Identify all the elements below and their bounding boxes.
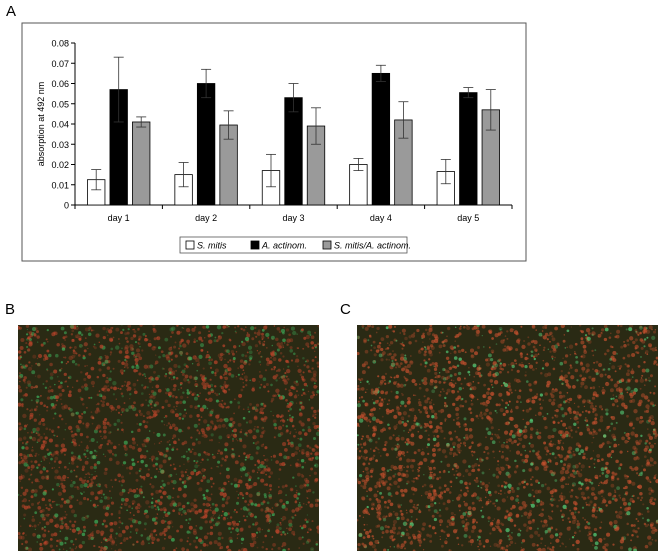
y-tick-label: 0 bbox=[64, 201, 69, 211]
x-tick-label: day 1 bbox=[108, 213, 130, 223]
bar bbox=[132, 121, 151, 206]
bar bbox=[371, 72, 391, 206]
y-tick-label: 0.02 bbox=[51, 160, 69, 170]
x-tick-label: day 3 bbox=[282, 213, 304, 223]
micrograph-b bbox=[18, 325, 319, 551]
micrograph-speckle bbox=[357, 325, 658, 551]
chart-frame bbox=[21, 22, 527, 262]
y-tick-label: 0.07 bbox=[51, 59, 69, 69]
bar-chart: 0 0.01 0.02 0.03 0.04 0.05 0.06 0.07 0.08 absorpt… bbox=[21, 22, 527, 262]
x-tick-label: day 2 bbox=[195, 213, 217, 223]
y-tick-label: 0.05 bbox=[51, 99, 69, 109]
x-tick-label: day 4 bbox=[370, 213, 392, 223]
legend-label: A. actinom. bbox=[261, 241, 307, 251]
panel-label-a: A bbox=[6, 3, 17, 20]
legend-label: S. mitis/A. actinom. bbox=[334, 241, 411, 251]
legend-label: S. mitis bbox=[197, 241, 227, 251]
y-tick-label: 0.08 bbox=[51, 39, 69, 49]
micrograph-b-image bbox=[18, 325, 319, 551]
bar bbox=[284, 97, 303, 206]
micrograph-speckle bbox=[18, 325, 319, 551]
legend: S. mitis A. actinom. S. mitis/A. actinom. bbox=[179, 236, 411, 254]
y-tick-label: 0.03 bbox=[51, 140, 69, 150]
micrograph-c-image bbox=[357, 325, 658, 551]
legend-swatch bbox=[322, 240, 332, 250]
y-axis-label: absorption at 492 nm bbox=[36, 82, 46, 167]
legend-swatch bbox=[250, 240, 260, 250]
y-tick-label: 0.01 bbox=[51, 180, 69, 190]
panel-label-c: C bbox=[340, 301, 351, 318]
bar bbox=[196, 83, 216, 206]
bar bbox=[459, 92, 478, 206]
legend-swatch bbox=[185, 240, 195, 250]
y-tick-label: 0.06 bbox=[51, 79, 69, 89]
y-tick-label: 0.04 bbox=[51, 120, 69, 130]
plot-area: 0 0.01 0.02 0.03 0.04 0.05 0.06 0.07 0.08 absorpt… bbox=[36, 39, 513, 223]
panel-label-b: B bbox=[5, 301, 16, 318]
x-tick-label: day 5 bbox=[457, 213, 479, 223]
legend-box bbox=[179, 236, 408, 254]
micrograph-c bbox=[357, 325, 658, 551]
